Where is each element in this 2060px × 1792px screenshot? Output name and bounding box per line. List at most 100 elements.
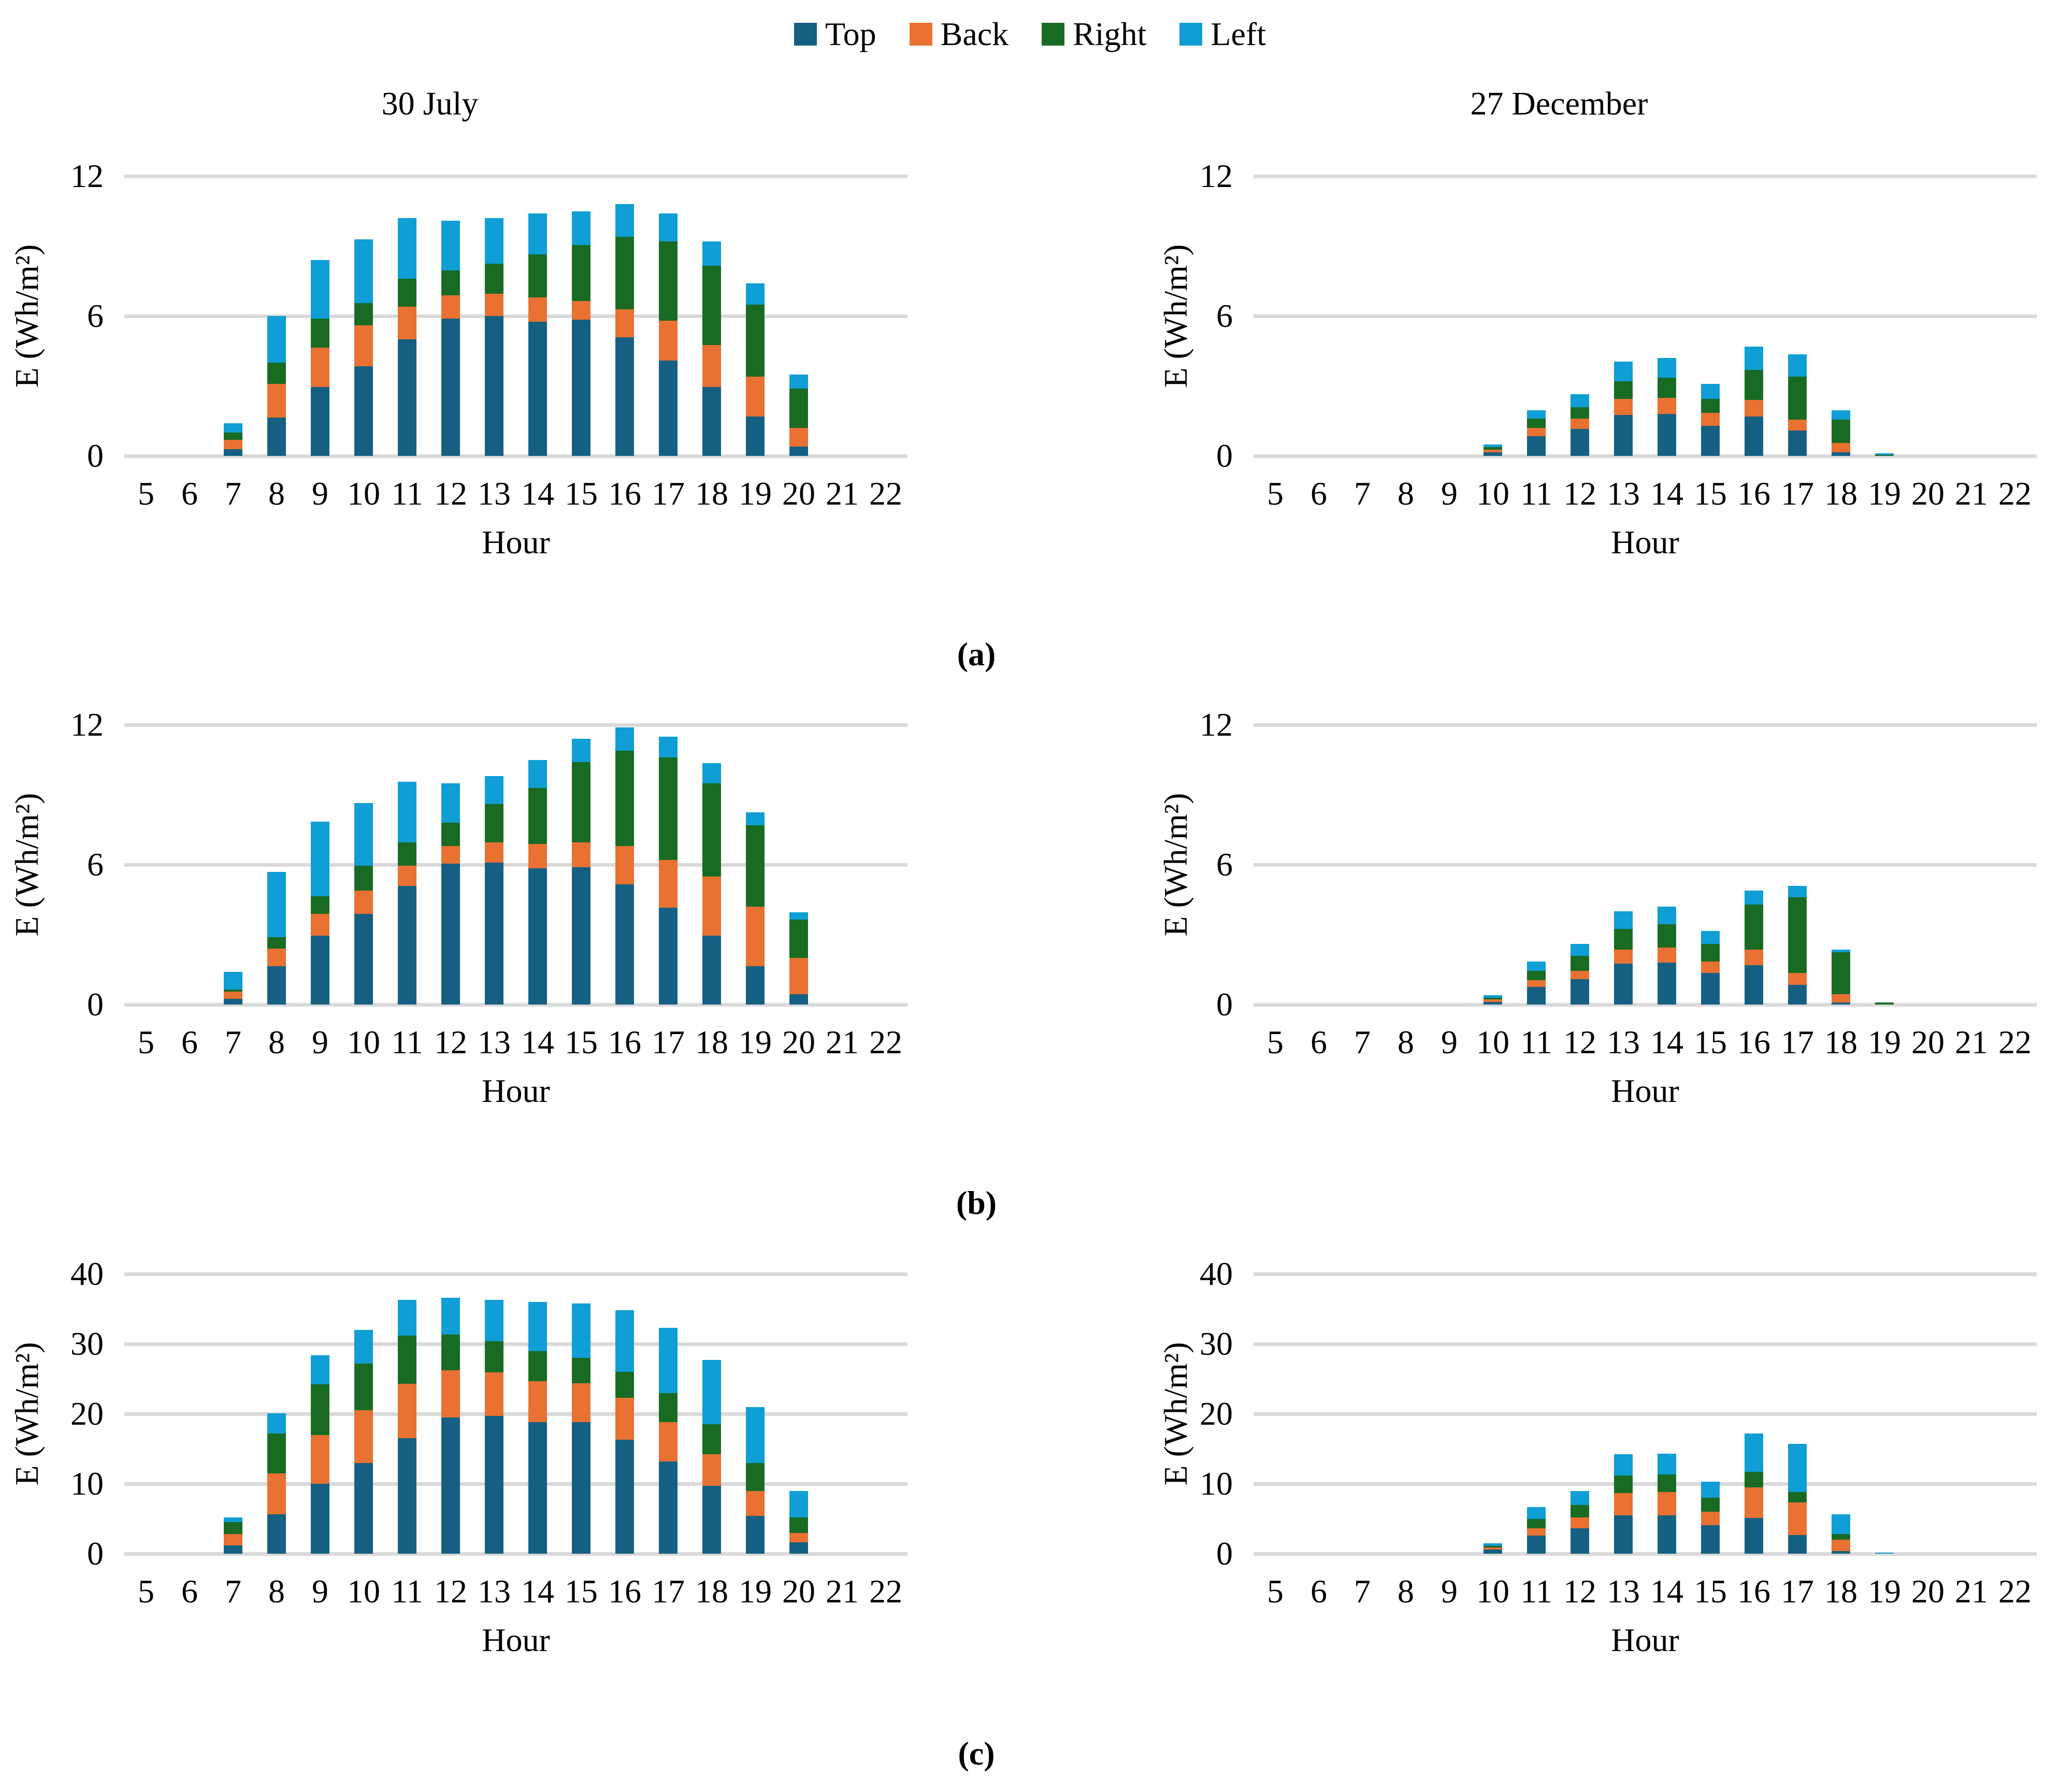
hour-axis-tick-20: 20 bbox=[1911, 1024, 1944, 1060]
bar-segment-back bbox=[746, 1490, 765, 1516]
bar-segment-left bbox=[789, 374, 808, 389]
bar-segment-right bbox=[1571, 955, 1589, 971]
hour-axis-tick-18: 18 bbox=[1824, 475, 1857, 512]
bar-segment-left bbox=[528, 1302, 547, 1351]
bar-segment-right bbox=[224, 1522, 242, 1535]
bar-segment-back bbox=[224, 992, 242, 999]
bar-segment-left bbox=[485, 776, 503, 804]
bar-segment-right bbox=[659, 757, 678, 860]
gridline-y30 bbox=[124, 1342, 907, 1346]
gridline-y6 bbox=[124, 863, 907, 867]
bar-segment-back bbox=[746, 907, 765, 966]
y-axis-tick-0: 0 bbox=[1216, 437, 1233, 474]
bar-segment-left bbox=[702, 763, 721, 783]
y-axis-tick-12: 12 bbox=[1200, 706, 1233, 743]
bar-hour-16 bbox=[1745, 890, 1763, 1005]
bar-hour-14 bbox=[528, 213, 547, 456]
bar-segment-right bbox=[441, 823, 460, 846]
bar-hour-20 bbox=[789, 374, 808, 456]
bar-segment-left bbox=[789, 912, 808, 920]
bar-segment-top bbox=[1527, 436, 1546, 456]
hour-axis-tick-16: 16 bbox=[1737, 1024, 1770, 1060]
bar-segment-back bbox=[398, 866, 416, 886]
bar-segment-right bbox=[1483, 997, 1502, 1000]
y-axis-label-e-wh-m2: E (Wh/m²) bbox=[8, 1342, 45, 1486]
bar-segment-top bbox=[789, 447, 808, 456]
hour-axis-tick-12: 12 bbox=[1563, 1024, 1596, 1060]
bar-segment-left bbox=[746, 1407, 765, 1463]
hour-axis-tick-6: 6 bbox=[181, 1573, 198, 1610]
bar-segment-top bbox=[702, 387, 721, 456]
bar-segment-back bbox=[528, 297, 547, 322]
hour-axis-tick-11: 11 bbox=[391, 1573, 423, 1610]
bar-segment-right bbox=[789, 919, 808, 958]
bar-segment-back bbox=[1745, 1487, 1763, 1518]
bar-segment-left bbox=[659, 213, 678, 241]
bar-hour-7 bbox=[224, 423, 242, 456]
hour-axis-tick-10: 10 bbox=[1476, 1573, 1509, 1610]
bar-hour-13 bbox=[485, 776, 503, 1005]
bar-segment-top bbox=[311, 387, 329, 456]
bar-segment-left bbox=[1614, 911, 1633, 929]
bar-hour-17 bbox=[659, 1327, 678, 1554]
gridline-y12 bbox=[1254, 723, 2037, 727]
bar-segment-left bbox=[354, 1330, 373, 1364]
hour-axis-tick-6: 6 bbox=[1310, 475, 1327, 512]
bar-segment-top bbox=[224, 998, 242, 1005]
gridline-y0 bbox=[124, 1552, 907, 1556]
hour-axis-tick-10: 10 bbox=[347, 475, 380, 512]
bar-hour-15 bbox=[1701, 383, 1720, 456]
bar-segment-back bbox=[1658, 397, 1676, 414]
bar-segment-top bbox=[789, 994, 808, 1005]
bar-segment-top bbox=[354, 366, 373, 456]
subfigure-label-b: (b) bbox=[956, 1184, 997, 1221]
hour-axis-tick-11: 11 bbox=[1520, 475, 1552, 512]
bar-segment-left bbox=[311, 260, 329, 319]
bar-segment-top bbox=[311, 936, 329, 1005]
hour-axis-tick-8: 8 bbox=[268, 1573, 285, 1610]
bar-hour-16 bbox=[1745, 346, 1763, 456]
bar-hour-18 bbox=[1832, 410, 1850, 456]
bar-hour-19 bbox=[746, 1407, 765, 1554]
bar-hour-8 bbox=[267, 1413, 286, 1554]
bar-segment-left bbox=[528, 213, 547, 254]
bar-segment-top bbox=[615, 337, 634, 456]
hour-axis-tick-14: 14 bbox=[1650, 1573, 1683, 1610]
bar-hour-11 bbox=[1527, 410, 1546, 456]
hour-axis-tick-16: 16 bbox=[608, 475, 641, 512]
bar-segment-back bbox=[702, 1454, 721, 1486]
hour-axis-tick-22: 22 bbox=[869, 475, 902, 512]
bar-segment-left bbox=[267, 316, 286, 363]
bar-segment-back bbox=[1571, 1517, 1589, 1529]
bar-hour-15 bbox=[1701, 1481, 1720, 1554]
hour-axis-tick-14: 14 bbox=[1650, 475, 1683, 512]
hour-axis-tick-18: 18 bbox=[1824, 1024, 1857, 1060]
hour-axis-tick-8: 8 bbox=[1398, 1573, 1414, 1610]
hour-axis-tick-17: 17 bbox=[1781, 475, 1814, 512]
legend-label-back: Back bbox=[940, 16, 1009, 52]
bar-segment-top bbox=[267, 417, 286, 456]
bar-segment-right bbox=[1527, 1518, 1546, 1529]
bar-segment-right bbox=[702, 783, 721, 877]
bar-segment-back bbox=[1658, 947, 1676, 963]
x-axis-label-hour: Hour bbox=[482, 524, 550, 561]
hour-axis-tick-22: 22 bbox=[1998, 475, 2032, 512]
bar-segment-left bbox=[1875, 453, 1894, 455]
bar-segment-back bbox=[1614, 398, 1633, 415]
bar-segment-back bbox=[485, 842, 503, 863]
bar-segment-top bbox=[1701, 425, 1720, 456]
hour-axis-tick-19: 19 bbox=[739, 1024, 772, 1060]
hour-axis-tick-20: 20 bbox=[782, 1573, 815, 1610]
bar-segment-left bbox=[1483, 444, 1502, 448]
bar-segment-right bbox=[354, 1363, 373, 1411]
bar-hour-11 bbox=[398, 218, 416, 456]
hour-axis-tick-14: 14 bbox=[1650, 1024, 1683, 1060]
hour-axis-tick-17: 17 bbox=[1781, 1024, 1814, 1060]
hour-axis-tick-12: 12 bbox=[434, 475, 467, 512]
hour-axis-tick-22: 22 bbox=[869, 1573, 902, 1610]
hour-axis-tick-12: 12 bbox=[434, 1573, 467, 1610]
bar-segment-right bbox=[1832, 952, 1850, 994]
hour-axis-tick-16: 16 bbox=[1737, 475, 1770, 512]
y-axis-label-e-wh-m2: E (Wh/m²) bbox=[8, 244, 45, 388]
hour-axis-tick-18: 18 bbox=[695, 1024, 728, 1060]
